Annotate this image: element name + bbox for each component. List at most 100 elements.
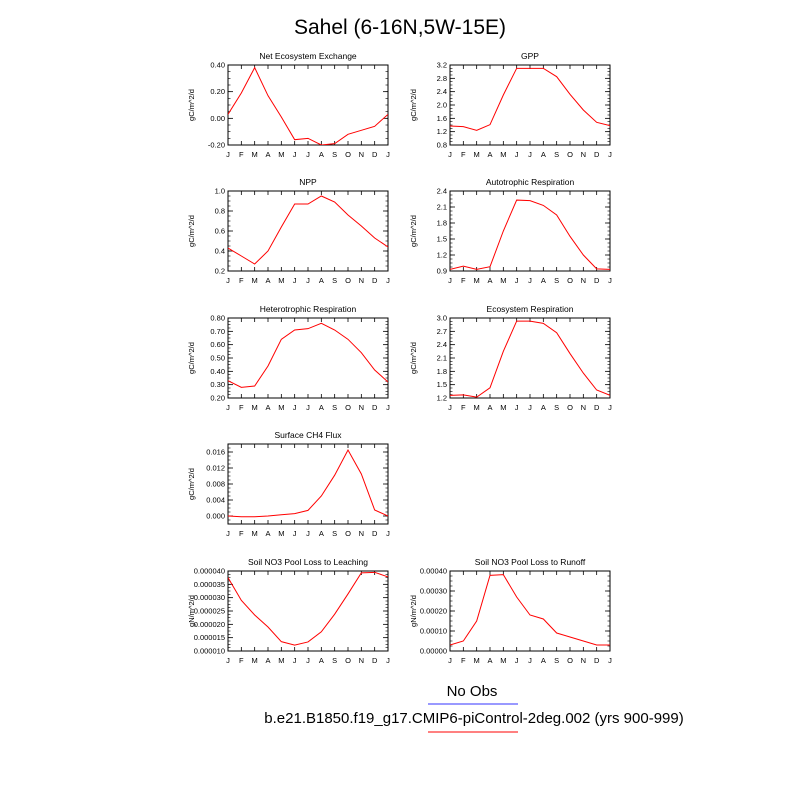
y-tick-label: 2.7 <box>437 327 447 336</box>
x-tick-label: N <box>581 403 586 412</box>
series-line <box>450 320 610 398</box>
x-tick-label: F <box>461 403 466 412</box>
x-tick-label: M <box>278 276 284 285</box>
y-tick-label: 0.000030 <box>194 593 225 602</box>
x-tick-label: O <box>345 403 351 412</box>
x-tick-label: A <box>487 276 492 285</box>
y-tick-label: 0.30 <box>210 380 225 389</box>
y-tick-label: 0.000040 <box>194 567 225 576</box>
x-tick-label: S <box>332 403 337 412</box>
y-tick-label: 0.000010 <box>194 647 225 656</box>
legend-label-no-obs: No Obs <box>447 683 498 700</box>
x-tick-label: O <box>567 403 573 412</box>
y-tick-label: 0.00000 <box>420 647 447 656</box>
y-tick-label: 0.80 <box>210 314 225 323</box>
x-tick-label: F <box>461 276 466 285</box>
x-tick-label: F <box>461 150 466 159</box>
x-tick-label: O <box>345 656 351 665</box>
figure-title: Sahel (6-16N,5W-15E) <box>294 16 506 39</box>
x-tick-label: J <box>226 150 230 159</box>
x-tick-label: J <box>226 403 230 412</box>
x-tick-label: D <box>594 150 600 159</box>
x-tick-label: O <box>567 656 573 665</box>
x-tick-label: J <box>448 276 452 285</box>
x-tick-label: J <box>293 403 297 412</box>
y-tick-label: 0.008 <box>206 480 225 489</box>
x-tick-label: J <box>306 276 310 285</box>
y-tick-label: 2.1 <box>437 203 447 212</box>
x-tick-label: M <box>278 403 284 412</box>
x-tick-label: J <box>386 276 390 285</box>
x-tick-label: J <box>448 150 452 159</box>
x-tick-label: S <box>332 529 337 538</box>
x-tick-label: M <box>500 403 506 412</box>
y-axis-label: gN/m^2/d <box>187 595 196 627</box>
y-tick-label: 2.0 <box>437 101 447 110</box>
series-line <box>228 448 388 518</box>
x-tick-label: O <box>345 150 351 159</box>
y-axis-label: gC/m^2/d <box>187 342 196 374</box>
y-tick-label: 0.00 <box>210 114 225 123</box>
x-tick-label: F <box>239 656 244 665</box>
x-tick-label: S <box>332 150 337 159</box>
x-tick-label: F <box>461 656 466 665</box>
x-tick-label: D <box>372 150 378 159</box>
x-tick-label: M <box>252 529 258 538</box>
y-tick-label: 0.8 <box>437 141 447 150</box>
y-tick-label: 0.9 <box>437 267 447 276</box>
plot-frame <box>449 64 611 146</box>
x-tick-label: J <box>515 403 519 412</box>
y-axis-label: gC/m^2/d <box>409 89 418 121</box>
series-line <box>228 66 388 145</box>
x-tick-label: M <box>474 656 480 665</box>
x-tick-label: J <box>386 656 390 665</box>
y-tick-label: 2.4 <box>437 187 447 196</box>
x-tick-label: D <box>372 403 378 412</box>
x-tick-label: D <box>372 529 378 538</box>
y-tick-label: 1.2 <box>437 394 447 403</box>
y-tick-label: 1.2 <box>437 251 447 260</box>
x-tick-label: A <box>541 276 546 285</box>
x-tick-label: A <box>541 150 546 159</box>
y-tick-label: 0.70 <box>210 327 225 336</box>
x-tick-label: J <box>293 276 297 285</box>
series-line <box>228 322 388 388</box>
plot-frame <box>227 570 389 652</box>
x-tick-label: J <box>448 403 452 412</box>
legend-label-model-run: b.e21.B1850.f19_g17.CMIP6-piControl-2deg… <box>264 710 683 727</box>
x-tick-label: S <box>554 656 559 665</box>
y-tick-label: 2.4 <box>437 87 447 96</box>
series-line <box>450 574 610 646</box>
series-line <box>450 199 610 270</box>
y-axis-label: gC/m^2/d <box>187 468 196 500</box>
plot-frame <box>227 64 389 146</box>
x-tick-label: A <box>265 150 270 159</box>
y-tick-label: 0.60 <box>210 340 225 349</box>
x-tick-label: O <box>567 150 573 159</box>
y-tick-label: 0.20 <box>210 394 225 403</box>
x-tick-label: J <box>608 276 612 285</box>
plot-frame <box>227 190 389 272</box>
x-tick-label: A <box>541 403 546 412</box>
x-tick-label: M <box>474 276 480 285</box>
x-tick-label: J <box>386 529 390 538</box>
x-tick-label: M <box>474 150 480 159</box>
y-tick-label: 0.012 <box>206 464 225 473</box>
x-tick-label: J <box>608 656 612 665</box>
x-tick-label: M <box>252 150 258 159</box>
y-tick-label: 0.016 <box>206 448 225 457</box>
panel-title: GPP <box>521 51 539 61</box>
x-tick-label: S <box>554 403 559 412</box>
x-tick-label: O <box>567 276 573 285</box>
legend: No Obs b.e21.B1850.f19_g17.CMIP6-piContr… <box>264 683 684 733</box>
panel-title: Soil NO3 Pool Loss to Runoff <box>475 557 586 567</box>
x-tick-label: O <box>345 276 351 285</box>
x-tick-label: M <box>252 276 258 285</box>
